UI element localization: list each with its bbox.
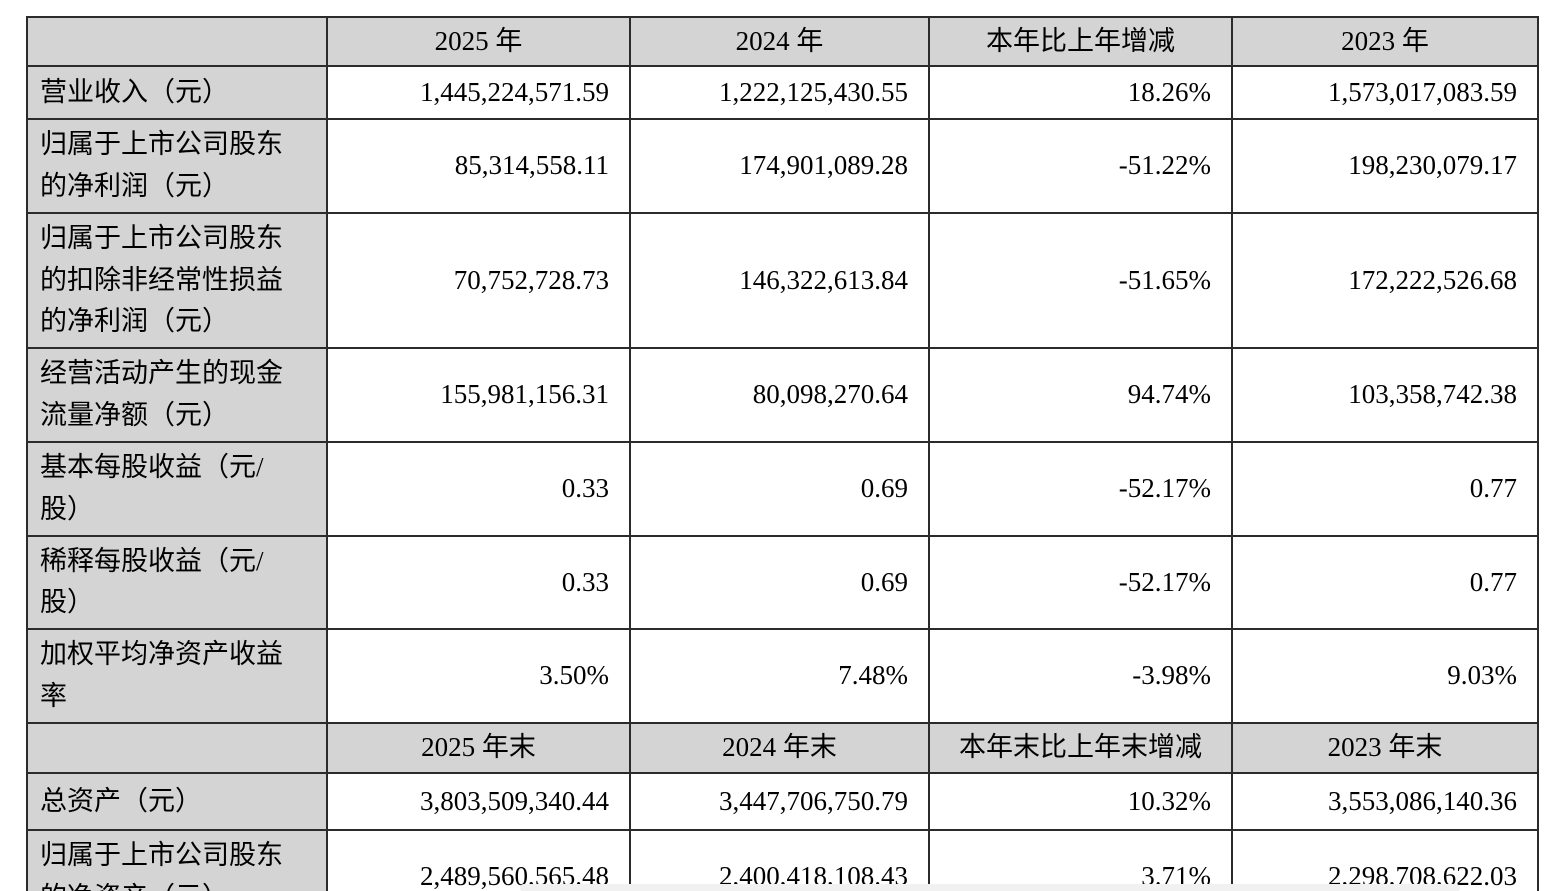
value-cell-2023: 103,358,742.38 [1231,347,1539,443]
value-cell-2024: 0.69 [629,534,930,631]
value-cell-2025: 3,803,509,340.44 [326,771,631,831]
value-cell-2024: 0.69 [629,440,930,537]
financial-summary-table: 2025 年 2024 年 本年比上年增减 2023 年 营业收入（元） 1,4… [26,16,1539,891]
row-label-cell: 稀释每股收益（元/ 股） [26,534,328,631]
corner-cell [26,16,328,67]
value-cell-2024: 146,322,613.84 [629,211,930,350]
table-row-net-profit: 归属于上市公司股东 的净利润（元） 85,314,558.11 174,901,… [26,118,1539,214]
value-cell-2025: 0.33 [326,440,631,537]
table-row-net-profit-excl-nonrecurring: 归属于上市公司股东 的扣除非经常性损益 的净利润（元） 70,752,728.7… [26,211,1539,350]
value-cell-2024: 80,098,270.64 [629,347,930,443]
value-cell-2023: 2,298,708,622.03 [1231,828,1539,891]
table-row-revenue: 营业收入（元） 1,445,224,571.59 1,222,125,430.5… [26,65,1539,120]
value-cell-2025: 3.50% [326,628,631,724]
table-row-weighted-avg-roe: 加权平均净资产收益 率 3.50% 7.48% -3.98% 9.03% [26,628,1539,724]
row-label-cell: 营业收入（元） [26,65,328,120]
value-cell-2024: 174,901,089.28 [629,118,930,214]
col-header-2024: 2024 年 [629,16,930,67]
value-cell-change: -52.17% [928,534,1233,631]
value-cell-2024: 3,447,706,750.79 [629,771,930,831]
col-header-2023-end: 2023 年末 [1231,721,1539,774]
value-cell-2025: 70,752,728.73 [326,211,631,350]
col-header-yoy-change: 本年比上年增减 [928,16,1233,67]
row-label-cell: 归属于上市公司股东 的净利润（元） [26,118,328,214]
table-row-basic-eps: 基本每股收益（元/ 股） 0.33 0.69 -52.17% 0.77 [26,440,1539,537]
col-header-2023: 2023 年 [1231,16,1539,67]
value-cell-2024: 1,222,125,430.55 [629,65,930,120]
col-header-end-change: 本年末比上年末增减 [928,721,1233,774]
row-label-cell: 归属于上市公司股东 的净资产（元） [26,828,328,891]
value-cell-2025: 155,981,156.31 [326,347,631,443]
corner-cell [26,721,328,774]
table-row-operating-cash-flow: 经营活动产生的现金 流量净额（元） 155,981,156.31 80,098,… [26,347,1539,443]
value-cell-2023: 1,573,017,083.59 [1231,65,1539,120]
row-label-cell: 归属于上市公司股东 的扣除非经常性损益 的净利润（元） [26,211,328,350]
value-cell-2023: 3,553,086,140.36 [1231,771,1539,831]
row-label-cell: 经营活动产生的现金 流量净额（元） [26,347,328,443]
value-cell-2025: 2,489,560,565.48 [326,828,631,891]
row-label-cell: 加权平均净资产收益 率 [26,628,328,724]
value-cell-change: -52.17% [928,440,1233,537]
table-row-net-assets: 归属于上市公司股东 的净资产（元） 2,489,560,565.48 2,400… [26,828,1539,891]
table-row-total-assets: 总资产（元） 3,803,509,340.44 3,447,706,750.79… [26,771,1539,831]
value-cell-2025: 1,445,224,571.59 [326,65,631,120]
value-cell-change: 18.26% [928,65,1233,120]
col-header-2025-end: 2025 年末 [326,721,631,774]
value-cell-change: 3.71% [928,828,1233,891]
period-end-header-row: 2025 年末 2024 年末 本年末比上年末增减 2023 年末 [26,721,1539,774]
value-cell-2024: 2,400,418,108.43 [629,828,930,891]
value-cell-change: -51.22% [928,118,1233,214]
value-cell-2024: 7.48% [629,628,930,724]
value-cell-2023: 0.77 [1231,440,1539,537]
col-header-2025: 2025 年 [326,16,631,67]
value-cell-2023: 172,222,526.68 [1231,211,1539,350]
col-header-2024-end: 2024 年末 [629,721,930,774]
table-row-diluted-eps: 稀释每股收益（元/ 股） 0.33 0.69 -52.17% 0.77 [26,534,1539,631]
value-cell-change: -51.65% [928,211,1233,350]
value-cell-2025: 85,314,558.11 [326,118,631,214]
value-cell-change: 94.74% [928,347,1233,443]
value-cell-2023: 0.77 [1231,534,1539,631]
period-header-row: 2025 年 2024 年 本年比上年增减 2023 年 [26,16,1539,67]
row-label-cell: 基本每股收益（元/ 股） [26,440,328,537]
value-cell-change: 10.32% [928,771,1233,831]
page-bottom-shadow [520,884,1460,891]
value-cell-2023: 198,230,079.17 [1231,118,1539,214]
value-cell-change: -3.98% [928,628,1233,724]
value-cell-2023: 9.03% [1231,628,1539,724]
row-label-cell: 总资产（元） [26,771,328,831]
value-cell-2025: 0.33 [326,534,631,631]
